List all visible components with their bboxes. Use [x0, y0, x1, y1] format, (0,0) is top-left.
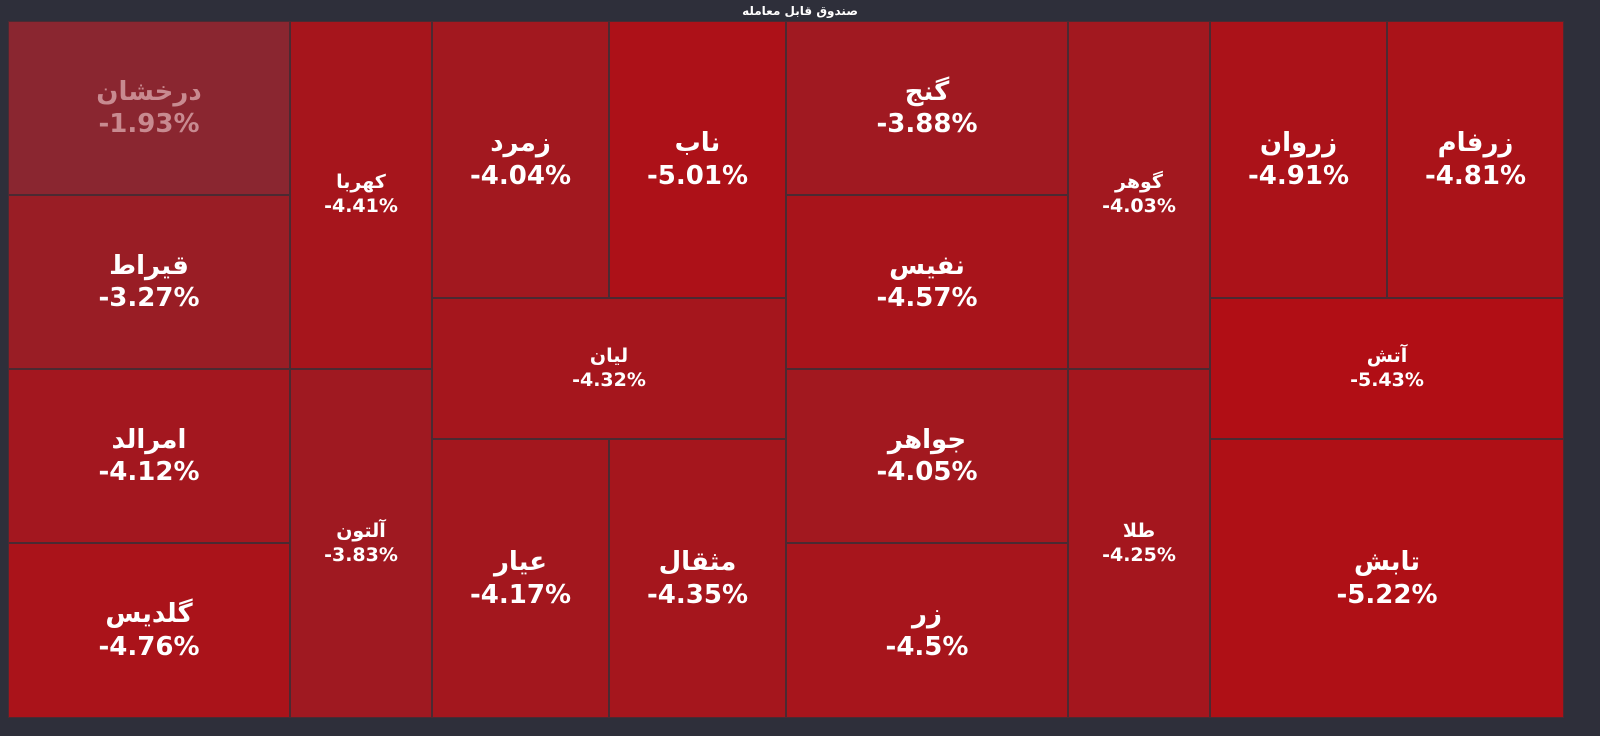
tile-change: -4.91% [1248, 160, 1349, 191]
tile-name: قیراط [109, 250, 189, 281]
tile-name: درخشان [96, 76, 202, 107]
treemap-tile[interactable]: زر -4.5% [786, 543, 1068, 718]
treemap-tile[interactable]: تابش -5.22% [1210, 439, 1564, 718]
tile-change: -4.5% [885, 631, 969, 662]
tile-name: تابش [1353, 547, 1421, 577]
tile-change: -4.25% [1102, 543, 1176, 566]
tile-name: آتش [1366, 344, 1408, 367]
treemap-tile[interactable]: درخشان -1.93% [8, 21, 290, 195]
tile-change: -4.41% [324, 195, 398, 217]
treemap-tile[interactable]: آلتون -3.83% [290, 369, 432, 718]
treemap-tile[interactable]: کهربا -4.41% [290, 21, 432, 369]
tile-change: -3.83% [324, 543, 398, 566]
tile-change: -5.43% [1350, 368, 1424, 391]
treemap-tile[interactable]: زرفام -4.81% [1387, 21, 1564, 298]
treemap-tile[interactable]: ناب -5.01% [609, 21, 786, 298]
treemap-tile[interactable]: زروان -4.91% [1210, 21, 1387, 298]
treemap-tile[interactable]: مثقال -4.35% [609, 439, 786, 718]
treemap-tile[interactable]: طلا -4.25% [1068, 369, 1210, 718]
treemap-tile[interactable]: گنج -3.88% [786, 21, 1068, 195]
tile-name: گوهر [1115, 171, 1163, 194]
tile-change: -4.81% [1425, 160, 1526, 191]
chart-title: صندوق قابل معامله [742, 4, 858, 18]
tile-change: -1.93% [98, 109, 200, 139]
treemap-tile[interactable]: آتش -5.43% [1210, 298, 1564, 439]
tile-change: -4.35% [647, 579, 748, 610]
tile-name: زروان [1259, 128, 1338, 158]
treemap-tile[interactable]: نفیس -4.57% [786, 195, 1068, 369]
tile-change: -4.04% [470, 160, 571, 191]
treemap-tile[interactable]: گوهر -4.03% [1068, 21, 1210, 369]
tile-name: مثقال [658, 547, 737, 577]
tile-change: -4.32% [572, 368, 646, 391]
tile-name: آلتون [336, 519, 386, 542]
tile-change: -4.17% [470, 579, 571, 610]
tile-name: کهربا [336, 171, 386, 194]
tile-name: طلا [1122, 519, 1156, 542]
tile-change: -4.03% [1102, 195, 1176, 217]
tile-change: -4.76% [98, 631, 200, 662]
tile-name: زر [912, 599, 942, 629]
tile-name: گنج [904, 76, 950, 107]
tile-name: جواهر [887, 424, 967, 455]
tile-change: -5.22% [1336, 579, 1438, 610]
tile-change: -3.88% [876, 109, 978, 139]
tile-name: عیار [493, 547, 548, 577]
tile-name: ناب [674, 128, 721, 158]
treemap-tile[interactable]: لیان -4.32% [432, 298, 786, 439]
tile-name: زمرد [490, 128, 551, 158]
tile-name: نفیس [889, 250, 965, 281]
tile-change: -4.57% [876, 283, 978, 313]
treemap-tile[interactable]: جواهر -4.05% [786, 369, 1068, 543]
treemap: درخشان -1.93% قیراط -3.27% امرالد -4.12% گلدیس… [8, 21, 1592, 730]
treemap-tile[interactable]: امرالد -4.12% [8, 369, 290, 543]
tile-name: گلدیس [105, 599, 193, 629]
treemap-tile[interactable]: قیراط -3.27% [8, 195, 290, 369]
treemap-tile[interactable]: عیار -4.17% [432, 439, 609, 718]
tile-change: -4.05% [876, 457, 978, 487]
tile-name: لیان [589, 344, 629, 367]
tile-change: -3.27% [98, 283, 200, 313]
tile-change: -5.01% [647, 160, 748, 191]
tile-change: -4.12% [98, 457, 200, 487]
treemap-tile[interactable]: گلدیس -4.76% [8, 543, 290, 718]
tile-name: زرفام [1437, 128, 1514, 158]
treemap-tile[interactable]: زمرد -4.04% [432, 21, 609, 298]
tile-name: امرالد [111, 424, 187, 455]
